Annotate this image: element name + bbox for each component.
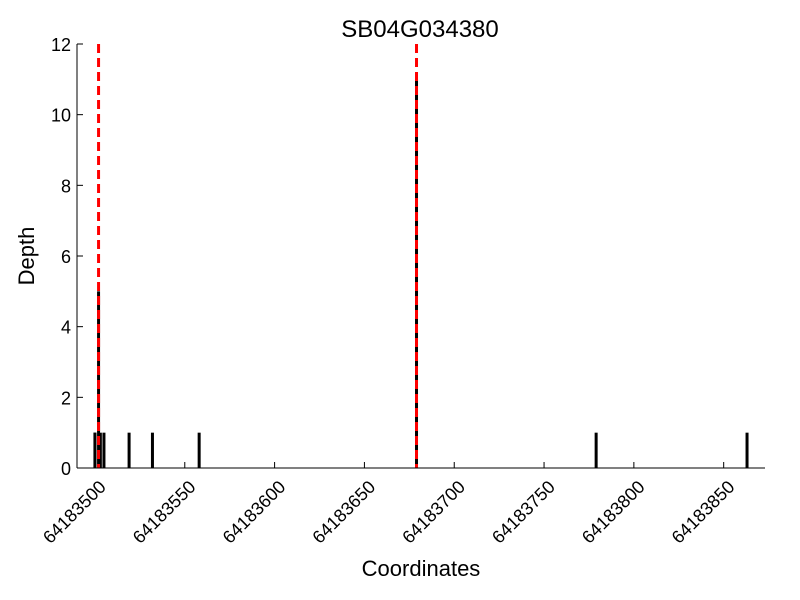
x-tick-label: 64183500 <box>39 477 110 548</box>
depth-bar <box>745 432 749 468</box>
depth-bar <box>97 291 101 468</box>
x-tick-label: 64183850 <box>668 477 739 548</box>
depth-bar <box>197 432 201 468</box>
x-tick-label: 64183750 <box>488 477 559 548</box>
x-tick-label: 64183600 <box>219 477 290 548</box>
x-tick-label: 64183800 <box>578 477 649 548</box>
y-tick-label: 12 <box>51 35 71 55</box>
x-tick-label: 64183700 <box>398 477 469 548</box>
y-tick-label: 2 <box>61 388 71 408</box>
x-tick-label: 64183650 <box>308 477 379 548</box>
y-ticks-group: 0 2 4 6 8 10 12 <box>51 35 83 479</box>
bars-group <box>93 79 749 468</box>
y-tick-label: 8 <box>61 176 71 196</box>
depth-bar <box>93 432 97 468</box>
vlines-group <box>97 44 419 468</box>
depth-bar <box>150 432 154 468</box>
x-axis-label: Coordinates <box>362 556 481 581</box>
depth-bar <box>594 432 598 468</box>
x-tick-label: 64183550 <box>129 477 200 548</box>
depth-bar <box>98 432 102 468</box>
chart-title: SB04G034380 <box>341 16 498 43</box>
y-tick-label: 4 <box>61 318 71 338</box>
y-tick-label: 6 <box>61 247 71 267</box>
y-tick-label: 10 <box>51 106 71 126</box>
x-ticks-group: 64183500 64183550 64183600 64183650 64183700… <box>39 462 739 548</box>
depth-bar <box>127 432 131 468</box>
y-axis-label: Depth <box>14 227 39 286</box>
depth-bar <box>102 432 106 468</box>
y-tick-label: 0 <box>61 459 71 479</box>
